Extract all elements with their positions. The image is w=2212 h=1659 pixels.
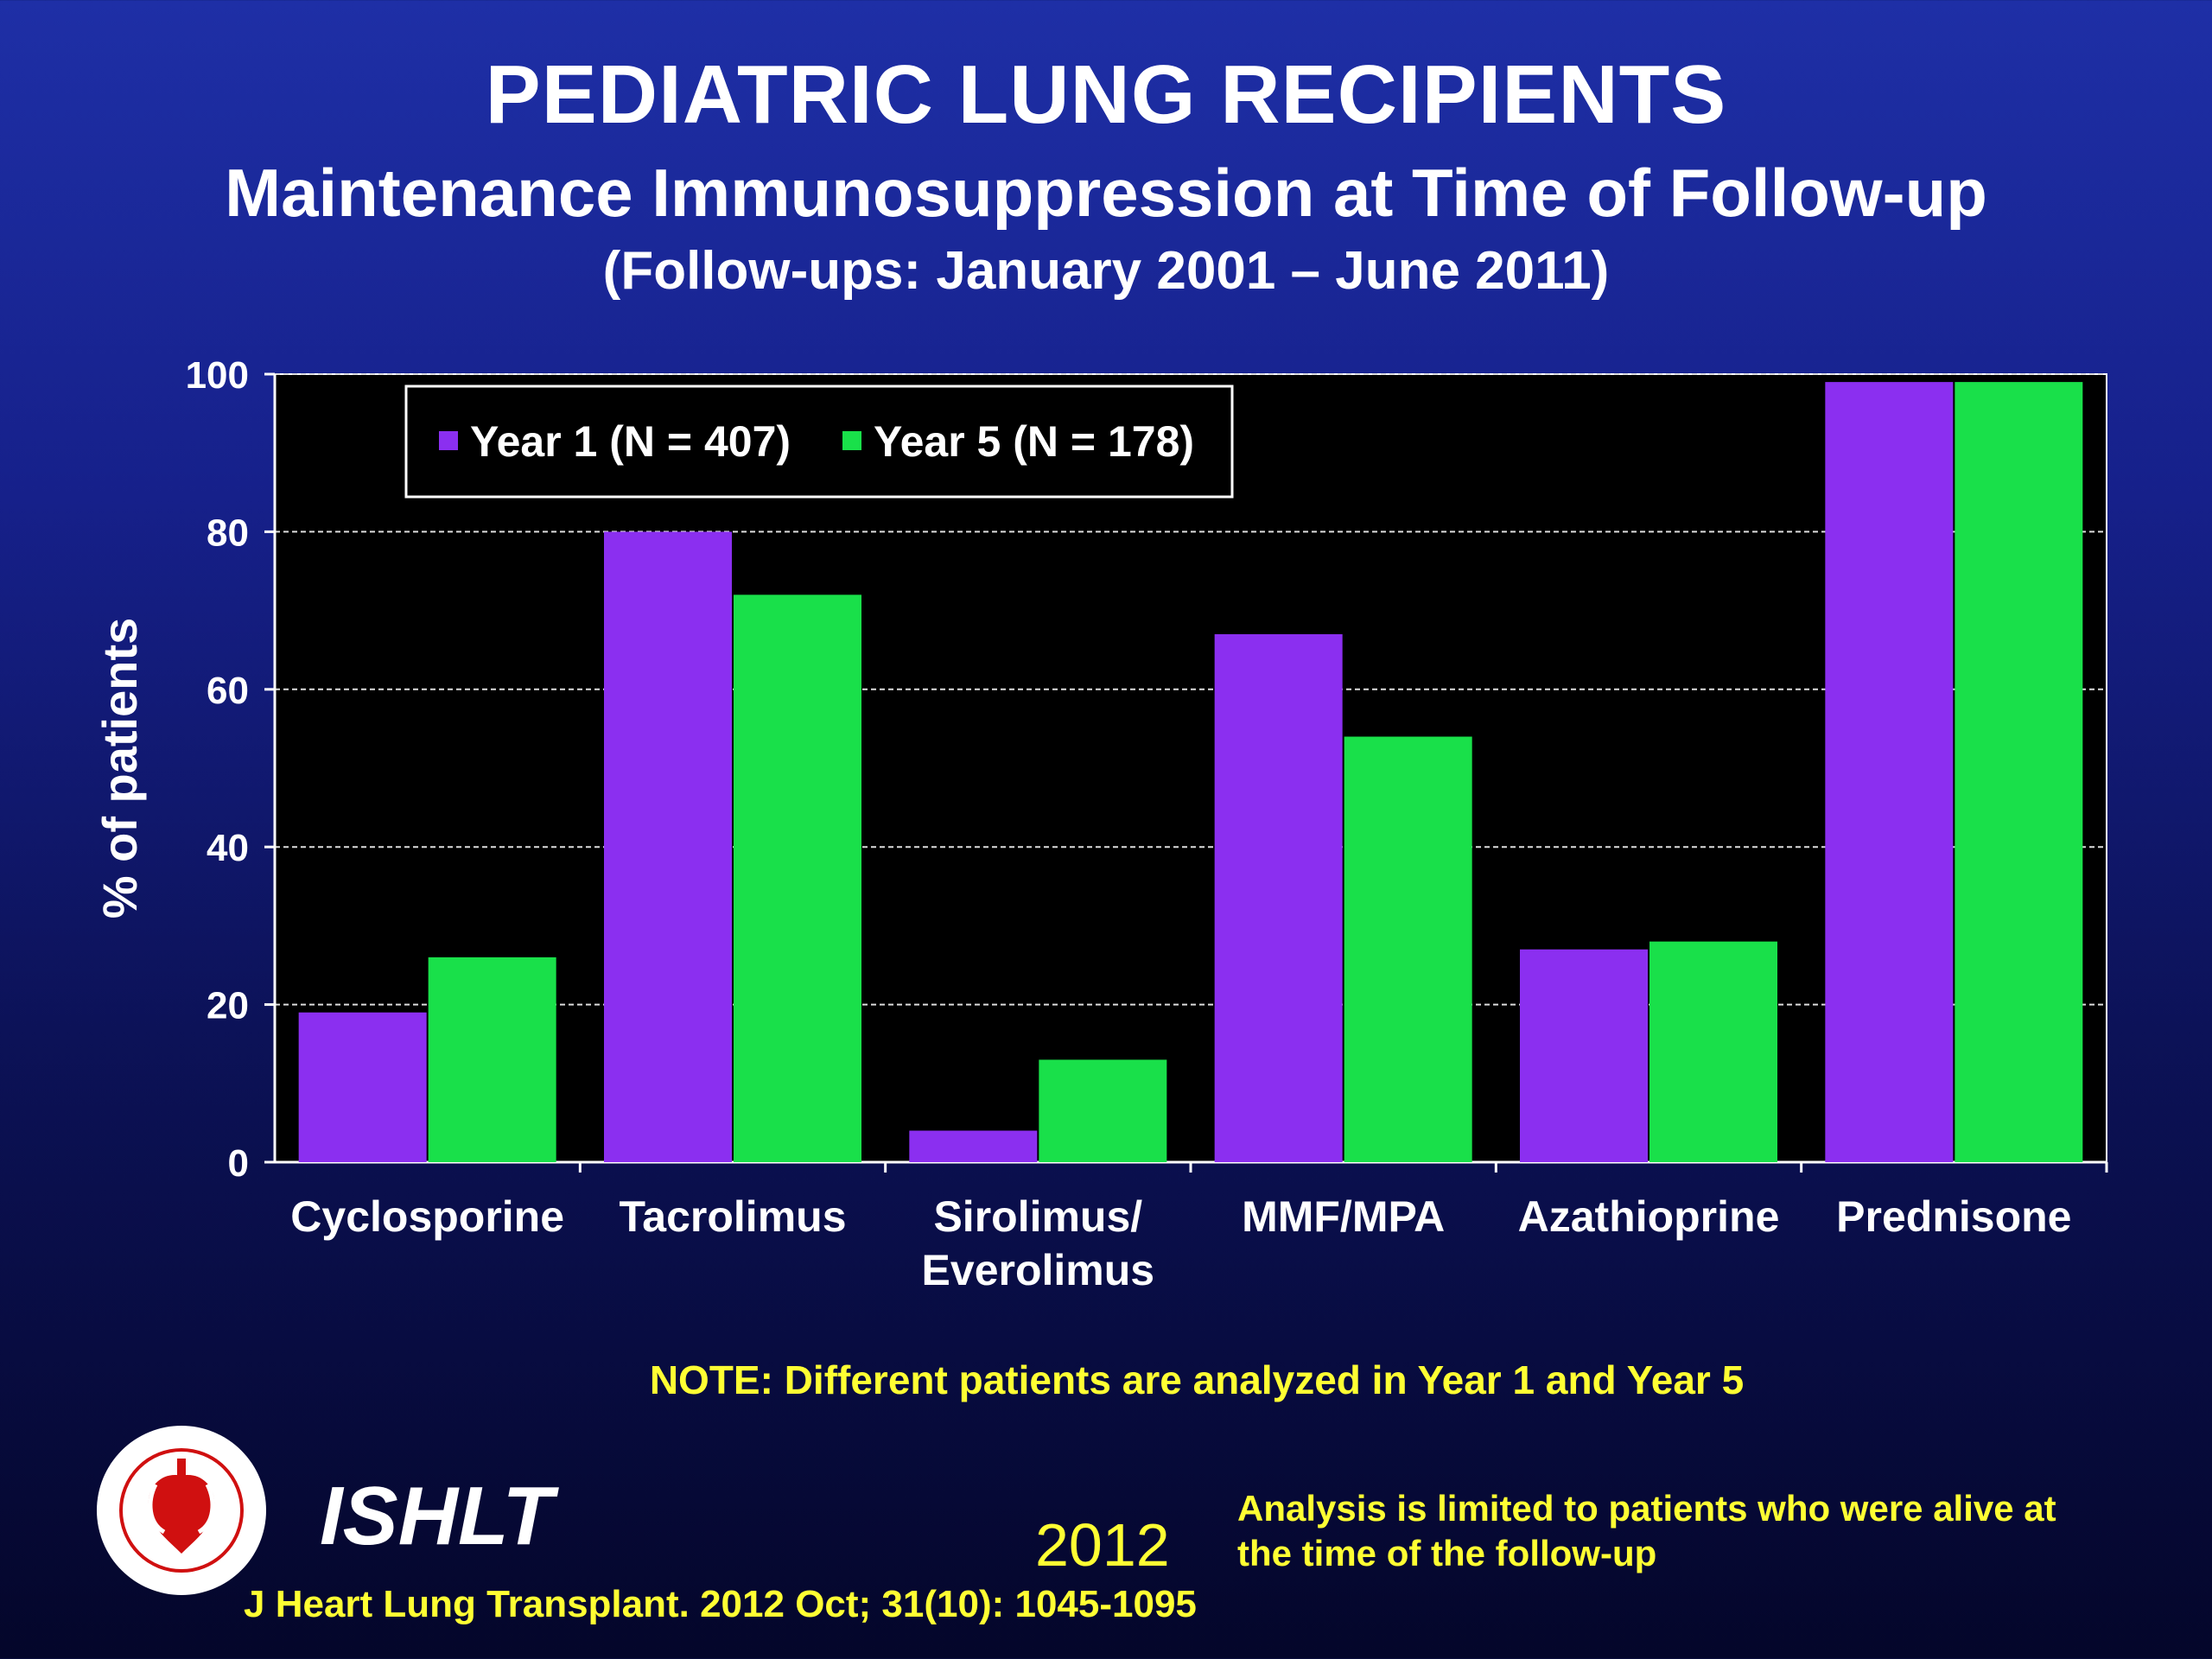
chart-subtitle: Maintenance Immunosuppression at Time of… bbox=[225, 155, 1987, 231]
bar-year5 bbox=[1955, 382, 2083, 1162]
x-tick-label: Everolimus bbox=[922, 1246, 1155, 1294]
analysis-note: NOTE: Different patients are analyzed in… bbox=[649, 1357, 1745, 1402]
ishlt-seal-icon bbox=[95, 1424, 268, 1597]
journal-citation: J Heart Lung Transplant. 2012 Oct; 31(10… bbox=[244, 1583, 1197, 1625]
x-tick-label: MMF/MPA bbox=[1242, 1192, 1445, 1241]
bar-year5 bbox=[428, 957, 556, 1162]
x-tick-label: Sirolimus/ bbox=[933, 1192, 1142, 1241]
chart-date-range: (Follow-ups: January 2001 – June 2011) bbox=[602, 241, 1610, 301]
bar-year5 bbox=[1039, 1059, 1167, 1162]
bar-year5 bbox=[1344, 736, 1472, 1162]
y-tick-label: 0 bbox=[228, 1142, 249, 1185]
x-tick-label: Prednisone bbox=[1836, 1192, 2071, 1241]
legend bbox=[404, 385, 1234, 499]
y-axis-label: % of patients bbox=[92, 618, 147, 918]
x-tick-label: Cyclosporine bbox=[290, 1192, 564, 1241]
legend-label: Year 1 (N = 407) bbox=[470, 417, 791, 466]
bar-year1 bbox=[1825, 382, 1954, 1162]
plot-area bbox=[274, 373, 2107, 1163]
report-year: 2012 bbox=[1035, 1511, 1170, 1579]
ishlt-label: ISHLT bbox=[320, 1470, 554, 1562]
analysis-footnote: Analysis is limited to patients who were… bbox=[1237, 1488, 2056, 1573]
chart-title: PEDIATRIC LUNG RECIPIENTS bbox=[485, 48, 1727, 141]
bar-year1 bbox=[298, 1012, 427, 1162]
legend-swatch bbox=[439, 431, 458, 450]
y-tick-label: 40 bbox=[207, 827, 249, 869]
y-tick-label: 80 bbox=[207, 512, 249, 554]
bar-chart: 0 20 40 60 80 100 % of patients Cyclosporine Tac… bbox=[92, 354, 2107, 1294]
legend-swatch bbox=[842, 431, 861, 450]
bar-year1 bbox=[1214, 633, 1343, 1162]
bar-year1 bbox=[604, 531, 732, 1162]
bar-year5 bbox=[734, 594, 861, 1162]
bar-year5 bbox=[1649, 941, 1777, 1162]
y-tick-label: 60 bbox=[207, 670, 249, 712]
bar-year1 bbox=[1520, 949, 1648, 1162]
bar-year1 bbox=[909, 1130, 1038, 1162]
x-tick-label: Tacrolimus bbox=[619, 1192, 846, 1241]
y-tick-label: 100 bbox=[186, 354, 249, 397]
y-tick-label: 20 bbox=[207, 985, 249, 1027]
x-tick-label: Azathioprine bbox=[1518, 1192, 1780, 1241]
legend-label: Year 5 (N = 178) bbox=[874, 417, 1194, 466]
